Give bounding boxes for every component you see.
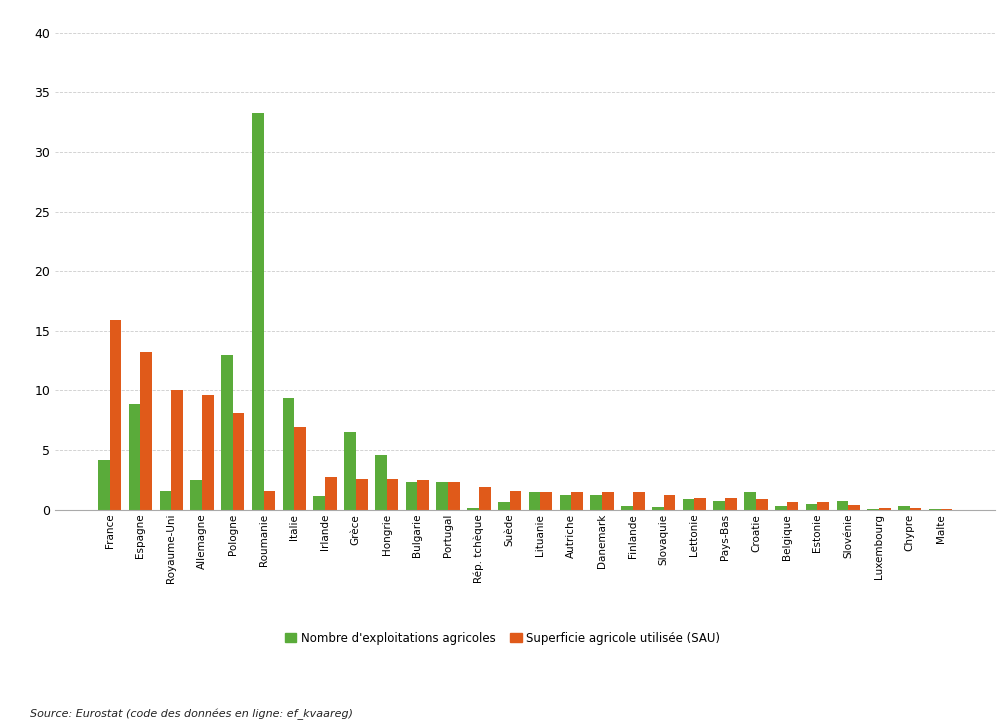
Bar bbox=[621, 506, 633, 510]
Bar bbox=[663, 495, 675, 510]
Bar bbox=[510, 491, 522, 510]
Bar bbox=[294, 427, 306, 510]
Bar bbox=[406, 482, 417, 510]
Bar bbox=[726, 498, 737, 510]
Bar bbox=[356, 478, 368, 510]
Legend: Nombre d'exploitations agricoles, Superficie agricole utilisée (SAU): Nombre d'exploitations agricoles, Superf… bbox=[279, 627, 726, 649]
Bar bbox=[910, 508, 922, 510]
Bar bbox=[314, 496, 325, 510]
Bar bbox=[252, 113, 263, 510]
Bar bbox=[898, 506, 910, 510]
Bar bbox=[221, 355, 233, 510]
Bar bbox=[529, 491, 541, 510]
Bar bbox=[787, 502, 798, 510]
Bar bbox=[817, 502, 829, 510]
Bar bbox=[110, 320, 122, 510]
Bar bbox=[344, 432, 356, 510]
Bar bbox=[756, 499, 768, 510]
Bar bbox=[879, 508, 890, 510]
Bar bbox=[387, 478, 398, 510]
Bar bbox=[467, 508, 479, 510]
Bar bbox=[325, 478, 337, 510]
Bar bbox=[682, 499, 694, 510]
Bar bbox=[848, 505, 860, 510]
Bar bbox=[263, 491, 275, 510]
Bar bbox=[560, 495, 571, 510]
Bar bbox=[233, 413, 244, 510]
Bar bbox=[448, 482, 460, 510]
Bar bbox=[160, 491, 171, 510]
Bar bbox=[806, 504, 817, 510]
Bar bbox=[375, 455, 387, 510]
Bar bbox=[541, 491, 552, 510]
Bar bbox=[417, 480, 429, 510]
Bar bbox=[602, 491, 614, 510]
Bar bbox=[129, 403, 141, 510]
Bar bbox=[694, 498, 707, 510]
Bar bbox=[652, 507, 663, 510]
Bar bbox=[571, 491, 583, 510]
Bar bbox=[141, 352, 152, 510]
Bar bbox=[836, 502, 848, 510]
Bar bbox=[714, 502, 726, 510]
Bar bbox=[590, 495, 602, 510]
Bar bbox=[745, 491, 756, 510]
Bar bbox=[498, 502, 510, 510]
Bar bbox=[479, 487, 490, 510]
Bar bbox=[202, 395, 214, 510]
Text: Source: Eurostat (code des données en ligne: ef_kvaareg): Source: Eurostat (code des données en li… bbox=[30, 708, 353, 720]
Bar bbox=[171, 390, 183, 510]
Bar bbox=[775, 506, 787, 510]
Bar bbox=[97, 459, 110, 510]
Bar bbox=[633, 491, 644, 510]
Bar bbox=[282, 397, 294, 510]
Bar bbox=[436, 482, 448, 510]
Bar bbox=[190, 480, 202, 510]
